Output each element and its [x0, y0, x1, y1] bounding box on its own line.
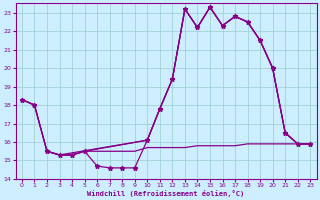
- X-axis label: Windchill (Refroidissement éolien,°C): Windchill (Refroidissement éolien,°C): [87, 190, 245, 197]
